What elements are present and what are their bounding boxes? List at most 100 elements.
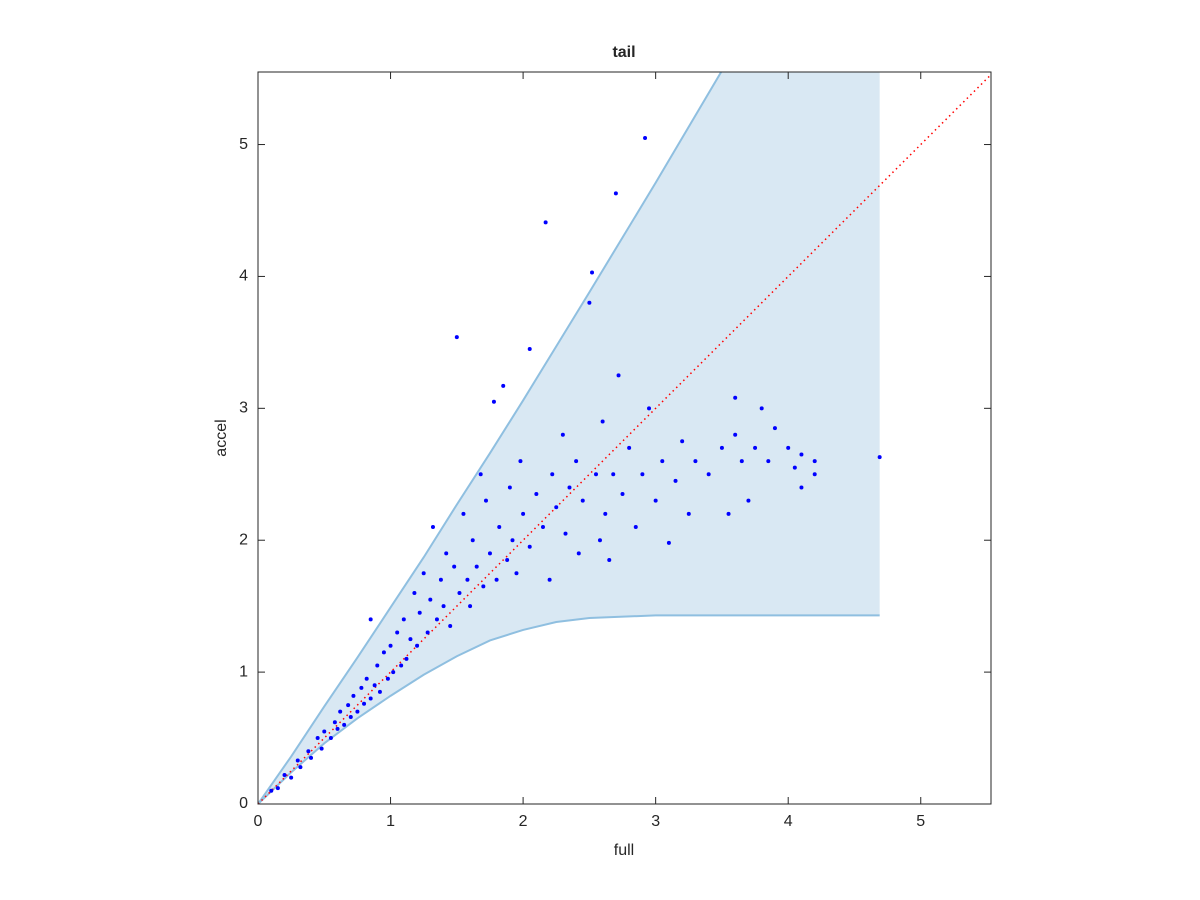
point: [468, 604, 473, 609]
point: [342, 722, 347, 727]
point: [590, 270, 595, 275]
point: [470, 538, 475, 543]
point: [401, 617, 406, 622]
point: [518, 459, 523, 464]
point: [563, 531, 568, 536]
y-tick-label: 0: [239, 795, 248, 812]
point: [381, 650, 386, 655]
point: [346, 703, 351, 708]
point: [611, 472, 616, 477]
x-tick-label: 5: [916, 813, 925, 830]
point: [574, 459, 579, 464]
y-tick-label: 2: [239, 531, 248, 548]
point: [430, 525, 435, 530]
point: [438, 577, 443, 582]
point: [351, 693, 356, 698]
band-upper-edge: [258, 72, 723, 804]
point: [527, 544, 532, 549]
point: [792, 465, 797, 470]
point: [507, 485, 512, 490]
point: [733, 432, 738, 437]
y-tick-label: 5: [239, 136, 248, 153]
point: [653, 498, 658, 503]
point: [753, 445, 758, 450]
point: [786, 445, 791, 450]
point: [501, 383, 506, 388]
point: [362, 701, 367, 706]
point: [275, 786, 280, 791]
x-tick-label: 0: [254, 813, 263, 830]
point: [478, 472, 483, 477]
point: [497, 525, 502, 530]
point: [607, 558, 612, 562]
point: [452, 564, 457, 569]
point: [415, 643, 420, 648]
point: [706, 472, 711, 477]
point: [600, 419, 605, 424]
point: [719, 445, 724, 450]
point: [567, 485, 572, 490]
point: [332, 720, 337, 725]
point: [647, 406, 652, 411]
point: [461, 511, 466, 516]
point: [395, 630, 400, 635]
point: [474, 564, 479, 569]
point: [388, 643, 393, 648]
point: [434, 617, 439, 622]
point: [328, 736, 333, 741]
y-axis-label: accel: [213, 419, 230, 456]
point: [726, 511, 731, 516]
point: [399, 663, 404, 668]
point: [364, 676, 369, 681]
point: [521, 511, 526, 516]
point: [686, 511, 691, 516]
x-tick-label: 4: [784, 813, 793, 830]
point: [315, 736, 320, 741]
chart-title: tail: [612, 44, 635, 61]
x-tick-label: 1: [386, 813, 395, 830]
x-tick-label: 2: [519, 813, 528, 830]
point: [457, 590, 462, 595]
point: [616, 373, 621, 378]
point: [377, 689, 382, 694]
point: [550, 472, 555, 477]
point: [483, 498, 488, 503]
point: [660, 459, 665, 464]
point: [547, 577, 552, 582]
point: [746, 498, 751, 503]
band-area: [258, 72, 880, 804]
point: [319, 746, 324, 751]
point: [540, 525, 545, 530]
point: [359, 685, 364, 690]
point: [766, 459, 771, 464]
point: [693, 459, 698, 464]
point: [408, 637, 413, 642]
point: [527, 346, 532, 351]
plot-area: [258, 72, 991, 804]
point: [640, 472, 645, 477]
x-tick-label: 3: [651, 813, 660, 830]
point: [597, 538, 602, 543]
point: [404, 656, 409, 661]
point: [368, 617, 373, 622]
point: [481, 584, 486, 589]
point: [620, 492, 625, 497]
y-tick-label: 4: [239, 268, 248, 285]
point: [282, 772, 287, 777]
point: [298, 765, 303, 770]
y-tick-label: 1: [239, 663, 248, 680]
point: [554, 505, 559, 510]
point: [425, 630, 430, 635]
point: [613, 191, 618, 196]
point: [295, 758, 300, 763]
point: [372, 683, 377, 688]
point: [627, 445, 632, 450]
point: [739, 459, 744, 464]
point: [772, 426, 777, 431]
point: [454, 335, 459, 340]
point: [465, 577, 470, 582]
point: [338, 709, 343, 714]
point: [309, 755, 314, 760]
point: [543, 220, 548, 225]
